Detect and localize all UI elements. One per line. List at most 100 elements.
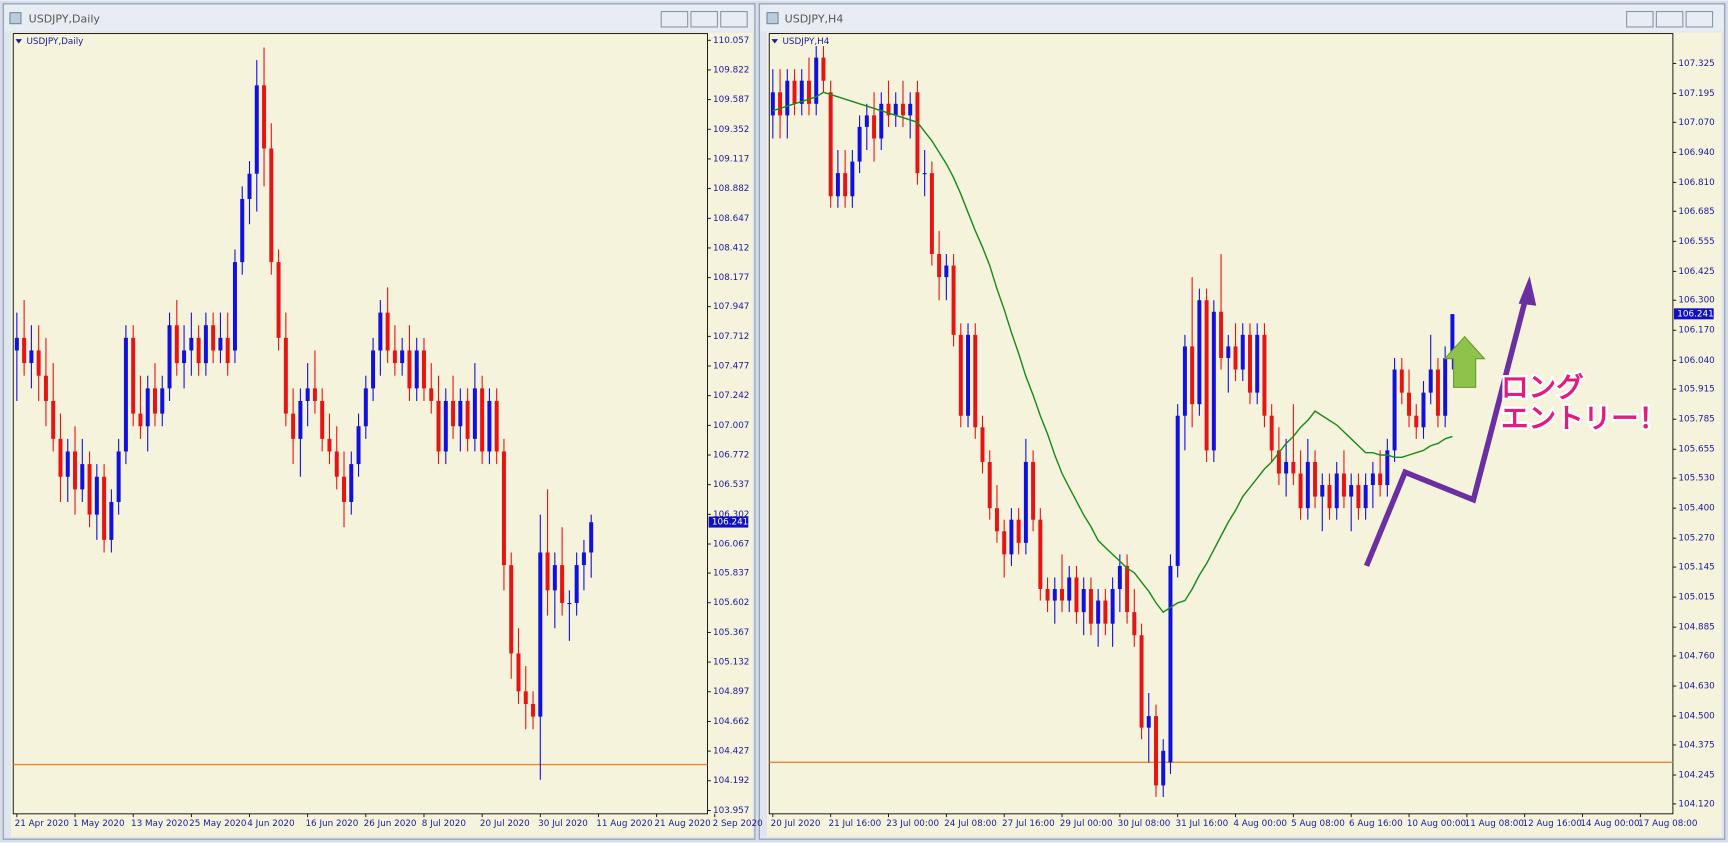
y-tick-label: 105.530 [1678, 474, 1715, 484]
price-marker-label: 106.241 [1677, 309, 1713, 319]
candle-body [254, 85, 259, 174]
candle-body [36, 350, 41, 376]
chart-label: USDJPY,H4 [782, 37, 829, 47]
y-tick-label: 104.245 [1678, 771, 1714, 781]
candle-body [1450, 314, 1455, 358]
candle-body [501, 451, 506, 566]
purple-path-arrow [1363, 295, 1529, 567]
window-h4: USDJPY,H4 [758, 3, 1726, 840]
candle-body [167, 325, 172, 389]
candle-body [1327, 485, 1332, 509]
candle-body [1349, 485, 1354, 497]
candle-body [857, 126, 862, 162]
candle-body [363, 388, 368, 427]
y-tick-label: 105.145 [1678, 563, 1714, 573]
candle-body [900, 103, 905, 116]
candle-body [1074, 577, 1079, 613]
y-tick-label: 105.655 [1678, 445, 1714, 455]
window-icon [766, 12, 779, 25]
x-tick-label: 11 Aug 2020 [596, 819, 653, 829]
candle-body [1240, 334, 1245, 370]
y-tick-label: 105.785 [1678, 415, 1714, 425]
candle-body [51, 400, 56, 439]
window-daily: USDJPY,Daily [2, 3, 756, 840]
candle-body [994, 508, 999, 532]
candle-body [1154, 716, 1158, 786]
chart-background [767, 32, 1722, 837]
candle-body [792, 80, 797, 104]
y-tick-label: 107.007 [713, 421, 749, 431]
candle-body [1002, 531, 1007, 555]
minimize-button[interactable] [660, 10, 689, 28]
y-tick-label: 109.117 [713, 154, 749, 164]
y-tick-label: 105.915 [1678, 385, 1714, 395]
candle-body [1421, 392, 1426, 428]
candle-body [480, 388, 485, 452]
y-tick-label: 105.400 [1678, 504, 1715, 514]
candle-body [589, 522, 594, 553]
candle-body [806, 80, 811, 104]
candle-body [371, 350, 376, 389]
x-tick-label: 4 Jun 2020 [247, 819, 295, 829]
candle-body [567, 602, 572, 605]
candle-body [944, 265, 949, 278]
candle-body [465, 400, 470, 439]
close-button[interactable] [720, 10, 748, 28]
candle-body [400, 350, 405, 364]
candle-body [516, 653, 521, 692]
x-tick-label: 16 Jun 2020 [305, 819, 358, 829]
candle-body [1399, 369, 1404, 393]
candle-body [276, 262, 281, 338]
y-tick-label: 105.837 [713, 569, 749, 579]
candle-body [1284, 461, 1289, 474]
candle-body [1182, 346, 1187, 416]
y-tick-label: 103.957 [713, 806, 749, 816]
y-tick-label: 104.427 [713, 747, 749, 757]
candle-body [1341, 473, 1346, 497]
candle-body [414, 350, 419, 389]
candle-body [850, 161, 855, 197]
candle-body [320, 400, 325, 439]
candle-body [305, 388, 310, 401]
candle-body [1117, 565, 1122, 590]
y-tick-label: 107.947 [713, 302, 749, 312]
candle-body [189, 337, 194, 351]
candle-body [334, 451, 339, 477]
candle-body [1334, 473, 1339, 509]
close-button[interactable] [1685, 10, 1714, 28]
x-tick-label: 31 Jul 16:00 [1175, 819, 1228, 829]
annotation-line-1: ロング [1501, 371, 1584, 403]
candle-body [1103, 600, 1108, 624]
maximize-button[interactable] [1655, 10, 1684, 28]
candle-body [1016, 519, 1021, 543]
candle-body [1125, 565, 1130, 613]
candle-body [799, 80, 804, 104]
candle-body [1392, 369, 1397, 451]
candle-body [1031, 461, 1036, 520]
minimize-button[interactable] [1626, 10, 1654, 28]
maximize-button[interactable] [690, 10, 718, 28]
candle-body [196, 337, 201, 364]
x-tick-label: 30 Jul 08:00 [1118, 819, 1171, 829]
candle-body [987, 461, 992, 509]
arrow-head [1518, 276, 1537, 306]
y-tick-label: 104.630 [1678, 682, 1715, 692]
x-tick-label: 21 Apr 2020 [15, 819, 70, 829]
candle-body [160, 388, 165, 414]
title-bar [4, 4, 754, 32]
candle-body [814, 57, 819, 104]
y-tick-label: 105.602 [713, 598, 749, 608]
price-marker [708, 516, 749, 528]
x-tick-label: 24 Jul 08:00 [944, 819, 997, 829]
candle-body [966, 334, 971, 416]
candle-body [980, 427, 985, 462]
candle-body [487, 400, 492, 452]
x-tick-label: 20 Jul 2020 [771, 819, 821, 829]
candle-body [65, 451, 70, 477]
candle-body [1175, 415, 1180, 566]
candle-body [145, 388, 150, 427]
x-tick-label: 21 Jul 16:00 [828, 819, 881, 829]
candle-body [828, 92, 833, 197]
y-tick-label: 107.195 [1678, 89, 1714, 99]
x-tick-label: 10 Aug 00:00 [1407, 819, 1467, 829]
